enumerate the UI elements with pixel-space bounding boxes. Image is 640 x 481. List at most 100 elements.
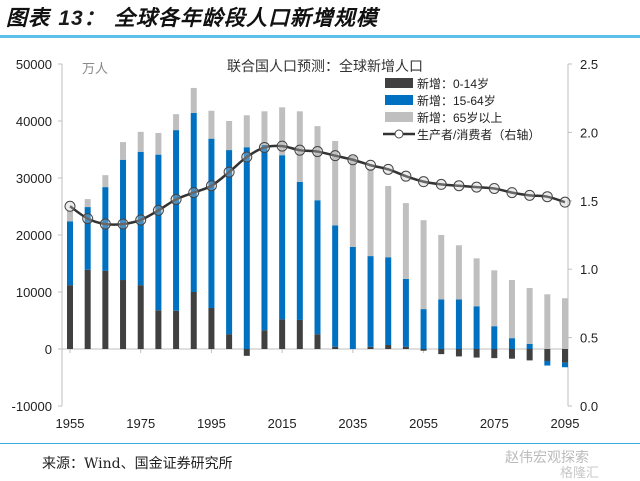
chart-title: 联合国人口预测：全球新增人口 <box>227 58 423 74</box>
figure-title-text: 全球各年龄段人口新增规模 <box>113 5 378 30</box>
ratio-point-2085 <box>524 189 536 201</box>
bar-age_15_64-1960 <box>84 207 91 270</box>
bar-age_15_64-2095 <box>562 362 568 368</box>
legend-label-age_65_plus: 新增：65岁以上 <box>417 110 502 125</box>
x-tick-label: 1955 <box>56 416 85 431</box>
bar-age_0_14-2060 <box>438 349 445 355</box>
bar-age_0_14-1955 <box>67 285 73 349</box>
bar-age_65_plus-2010 <box>261 111 268 145</box>
bar-age_65_plus-2005 <box>243 115 250 148</box>
bar-age_0_14-1980 <box>155 310 162 349</box>
y-left-tick-label: 30000 <box>16 171 52 186</box>
figure-title-prefix: 图表 <box>6 5 50 30</box>
y-right-tick-label: 0.0 <box>580 399 598 414</box>
bar-age_15_64-2060 <box>438 299 445 349</box>
bar-age_0_14-2010 <box>261 330 268 349</box>
ratio-point-1975 <box>135 214 147 226</box>
bar-age_0_14-2095 <box>562 349 568 363</box>
bar-age_0_14-2070 <box>473 349 480 358</box>
bar-age_0_14-1995 <box>208 307 215 349</box>
x-tick-label: 2095 <box>551 416 580 431</box>
bar-age_65_plus-2025 <box>314 126 321 201</box>
bar-age_15_64-2080 <box>508 338 515 349</box>
bar-age_0_14-2065 <box>455 349 462 357</box>
ratio-point-1990 <box>188 187 200 199</box>
y-left-tick-label: 20000 <box>16 228 52 243</box>
y-left-tick-label: 0 <box>45 342 52 357</box>
bar-age_0_14-2040 <box>367 346 374 349</box>
bar-age_65_plus-2070 <box>473 258 480 307</box>
legend-label-age_0_14: 新增：0-14岁 <box>417 76 489 91</box>
bar-age_65_plus-1995 <box>208 110 215 139</box>
x-tick-label: 2035 <box>338 416 367 431</box>
ratio-point-2035 <box>347 154 359 166</box>
ratio-point-1970 <box>117 218 129 230</box>
bar-age_15_64-2030 <box>332 225 339 347</box>
bar-age_0_14-2085 <box>526 349 533 361</box>
bar-age_15_64-2010 <box>261 144 268 331</box>
y-right-tick-label: 1.0 <box>580 262 598 277</box>
bar-age_0_14-2000 <box>226 334 233 349</box>
bar-age_65_plus-2035 <box>349 155 356 247</box>
bar-age_65_plus-1970 <box>120 142 127 160</box>
bar-age_65_plus-1985 <box>173 114 180 131</box>
bar-age_0_14-2055 <box>420 349 427 351</box>
bar-age_65_plus-1980 <box>155 132 162 155</box>
x-tick-label: 2055 <box>409 416 438 431</box>
bar-age_65_plus-2090 <box>544 294 551 349</box>
legend-swatch-age_0_14 <box>385 78 413 88</box>
bar-age_0_14-1975 <box>137 285 144 349</box>
bar-age_15_64-1980 <box>155 154 162 311</box>
bar-age_15_64-2000 <box>226 150 233 335</box>
bar-age_15_64-2025 <box>314 200 321 335</box>
bar-age_65_plus-1990 <box>190 87 197 114</box>
bar-age_65_plus-2050 <box>402 203 409 279</box>
y-left-tick-label: 10000 <box>16 285 52 300</box>
bar-age_0_14-2030 <box>332 346 339 349</box>
bar-age_15_64-2015 <box>279 155 286 320</box>
title-divider <box>0 35 640 38</box>
ratio-point-2055 <box>418 176 430 188</box>
bar-age_65_plus-2030 <box>332 140 339 226</box>
bar-age_0_14-2015 <box>279 319 286 349</box>
ratio-point-2095 <box>559 196 571 208</box>
ratio-point-2090 <box>541 191 553 203</box>
bar-age_15_64-2090 <box>544 360 551 366</box>
footer-divider <box>0 443 640 444</box>
bar-age_0_14-2005 <box>243 349 250 356</box>
ratio-point-2020 <box>294 144 306 156</box>
ratio-point-2070 <box>471 181 483 193</box>
bar-age_15_64-2055 <box>420 309 427 349</box>
y-left-tick-label: 50000 <box>16 57 52 72</box>
bar-age_65_plus-1965 <box>102 175 109 188</box>
bar-age_15_64-1985 <box>173 130 180 311</box>
bar-age_0_14-1960 <box>84 269 91 349</box>
bar-age_65_plus-2045 <box>385 185 392 258</box>
bar-age_15_64-2085 <box>526 343 533 349</box>
ratio-point-1965 <box>99 218 111 230</box>
chart-ratio-line <box>64 140 571 230</box>
legend-label-age_15_64: 新增：15-64岁 <box>417 93 496 108</box>
figure-title-number: 13： <box>58 7 106 30</box>
ratio-point-2050 <box>400 170 412 182</box>
y-left-tick-label: 40000 <box>16 114 52 129</box>
bar-age_65_plus-2065 <box>455 245 462 300</box>
source-note: 来源：Wind、国金证券研究所 <box>42 456 233 472</box>
ratio-point-2005 <box>241 151 253 163</box>
bar-age_0_14-1990 <box>190 292 197 349</box>
watermark-logo: 格隆汇 <box>560 466 600 481</box>
bar-age_0_14-1985 <box>173 310 180 349</box>
ratio-point-2060 <box>435 178 447 190</box>
bar-age_65_plus-2015 <box>279 107 286 156</box>
bar-age_15_64-2050 <box>402 278 409 347</box>
ratio-point-2010 <box>258 141 270 153</box>
y-left-tick-label: -10000 <box>12 399 52 414</box>
ratio-point-2075 <box>488 182 500 194</box>
bar-age_15_64-1970 <box>120 159 127 281</box>
x-tick-label: 2015 <box>268 416 297 431</box>
bar-age_65_plus-2085 <box>526 288 533 344</box>
bar-age_15_64-2005 <box>243 147 250 349</box>
x-tick-label: 1975 <box>126 416 155 431</box>
ratio-point-2030 <box>329 150 341 162</box>
